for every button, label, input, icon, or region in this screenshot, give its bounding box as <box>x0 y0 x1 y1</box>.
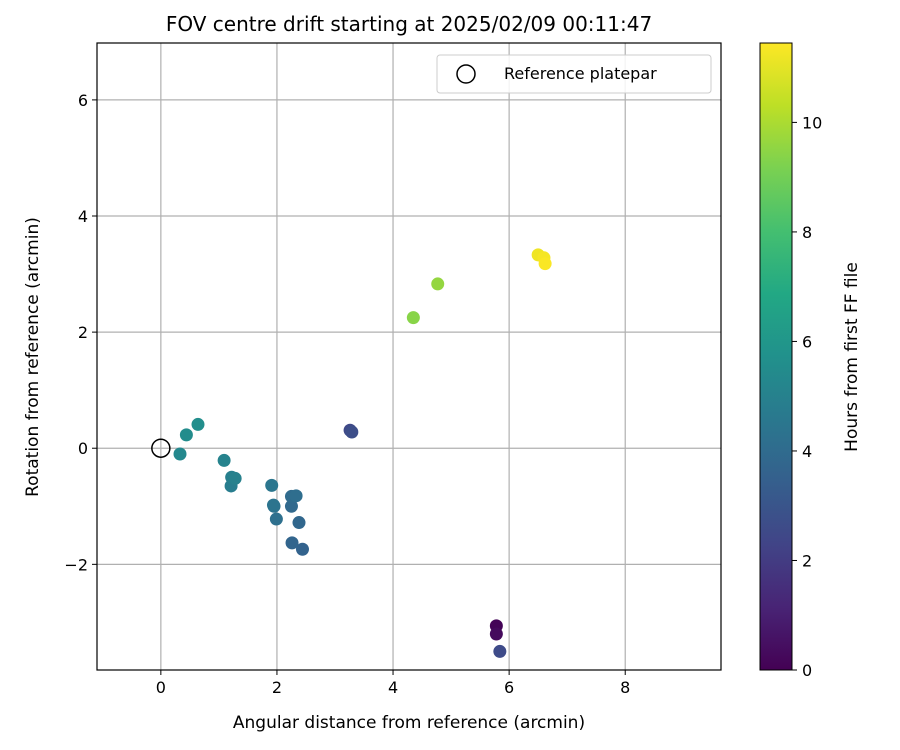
data-point <box>269 512 283 526</box>
colorbar-tick-label: 6 <box>802 332 812 351</box>
x-tick-label: 2 <box>272 678 282 697</box>
data-point <box>431 277 445 291</box>
legend-label: Reference platepar <box>504 64 657 83</box>
data-point <box>406 311 420 325</box>
data-point <box>265 478 279 492</box>
data-point <box>285 536 299 550</box>
colorbar-tick-label: 8 <box>802 223 812 242</box>
colorbar-gradient <box>759 42 793 671</box>
colorbar-label: Hours from first FF file <box>842 262 862 452</box>
y-tick-label: 2 <box>78 323 88 342</box>
reference-platepar-marker <box>151 438 171 458</box>
colorbar: 0 2 4 6 8 10 Hours from first FF file <box>759 42 862 680</box>
data-point <box>489 627 503 641</box>
colorbar-ticks: 0 2 4 6 8 10 <box>792 113 822 680</box>
x-axis-label: Angular distance from reference (arcmin) <box>233 713 585 733</box>
legend: Reference platepar <box>436 54 712 94</box>
colorbar-tick-label: 0 <box>802 661 812 680</box>
data-point <box>295 542 309 556</box>
y-tick-label: 4 <box>78 207 88 226</box>
data-point <box>345 425 359 439</box>
x-tick-label: 0 <box>156 678 166 697</box>
y-axis-ticks: −2 0 2 4 6 <box>64 91 97 574</box>
data-point <box>266 498 280 512</box>
data-point <box>179 428 193 442</box>
data-point <box>493 644 507 658</box>
reference-marker <box>151 438 171 458</box>
data-points <box>173 248 552 658</box>
y-tick-label: 6 <box>78 91 88 110</box>
colorbar-tick-label: 4 <box>802 442 812 461</box>
y-tick-label: 0 <box>78 439 88 458</box>
legend-box <box>436 54 712 94</box>
x-tick-label: 4 <box>388 678 398 697</box>
y-axis-label: Rotation from reference (arcmin) <box>23 217 43 497</box>
data-point <box>173 447 187 461</box>
plot-frame <box>96 42 722 671</box>
legend-marker-icon <box>456 64 476 84</box>
x-tick-label: 6 <box>504 678 514 697</box>
data-point <box>217 453 231 467</box>
data-point <box>191 417 205 431</box>
data-point <box>228 471 242 485</box>
colorbar-tick-label: 2 <box>802 551 812 570</box>
grid-lines <box>97 43 721 670</box>
data-point <box>284 499 298 513</box>
data-point <box>538 257 552 271</box>
x-tick-label: 8 <box>620 678 630 697</box>
data-point <box>292 516 306 530</box>
y-tick-label: −2 <box>64 555 88 574</box>
x-axis-ticks: 0 2 4 6 8 <box>156 670 630 697</box>
data-point <box>289 489 303 503</box>
chart-title: FOV centre drift starting at 2025/02/09 … <box>166 12 652 36</box>
colorbar-tick-label: 10 <box>802 113 822 132</box>
